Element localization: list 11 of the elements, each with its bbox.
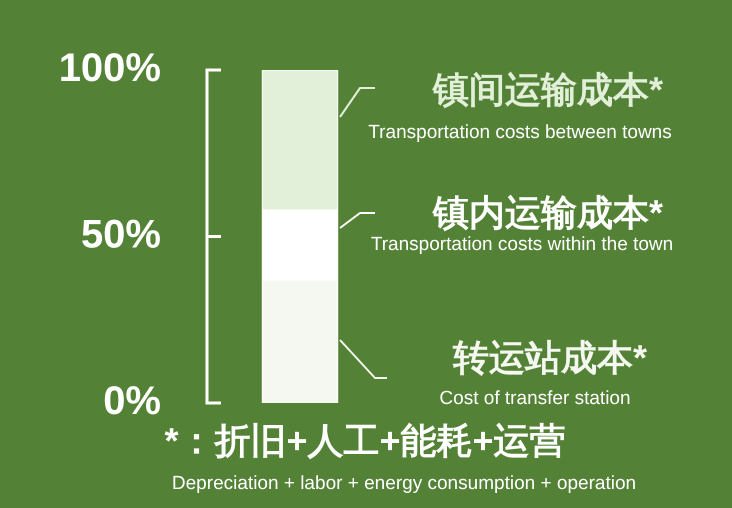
text: *：折旧+人工+能耗+运营 (164, 420, 566, 461)
text: Transportation costs between towns (368, 122, 672, 144)
text: Depreciation + labor + energy consumption + operation (172, 473, 636, 494)
legend-label: 转运站成本* (452, 336, 648, 378)
legend-label: 镇间运输成本* (430, 68, 664, 110)
text: Transportation costs within the town (370, 234, 674, 256)
text: Cost of transfer station (439, 388, 631, 410)
y-tick-label: 50% (80, 212, 161, 257)
y-tick-label: 0% (103, 379, 161, 424)
legend-label: 镇内运输成本* (430, 192, 664, 233)
y-tick-label: 100% (58, 46, 161, 90)
